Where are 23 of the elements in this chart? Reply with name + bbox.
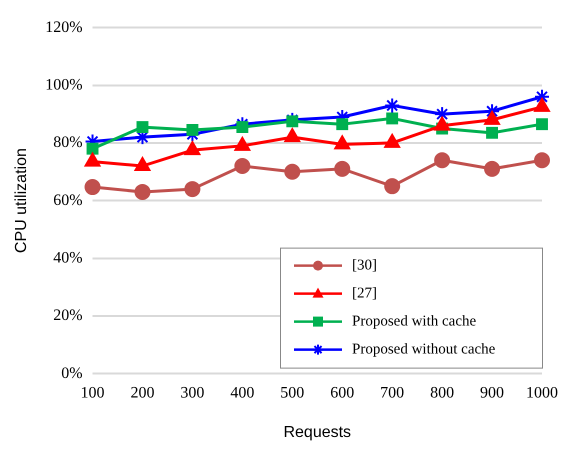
y-axis-title: CPU utilization <box>13 148 30 254</box>
x-tick-label: 600 <box>330 384 354 402</box>
legend-label: [27] <box>352 286 377 302</box>
y-tick-label: 100% <box>45 76 83 94</box>
y-tick-label: 80% <box>53 134 83 152</box>
x-tick-label: 100 <box>80 384 105 402</box>
y-tick-label: 40% <box>53 249 83 266</box>
x-tick-label: 900 <box>480 384 504 402</box>
x-tick-label: 700 <box>380 384 404 402</box>
x-tick-label: 400 <box>230 384 254 402</box>
x-tick-label: 500 <box>280 384 304 402</box>
y-tick-label: 60% <box>53 192 83 209</box>
legend-label: Proposed with cache <box>352 314 476 330</box>
legend-label: [30] <box>352 258 377 274</box>
x-tick-label: 300 <box>180 384 204 402</box>
x-tick-label: 1000 <box>526 384 558 402</box>
x-tick-label: 200 <box>130 384 154 402</box>
legend-label: Proposed without cache <box>352 342 496 358</box>
x-tick-label: 800 <box>430 384 454 402</box>
y-tick-label: 120% <box>45 18 83 36</box>
y-tick-label: 20% <box>53 307 83 324</box>
y-tick-label: 0% <box>61 364 83 382</box>
x-axis-title: Requests <box>283 424 352 441</box>
